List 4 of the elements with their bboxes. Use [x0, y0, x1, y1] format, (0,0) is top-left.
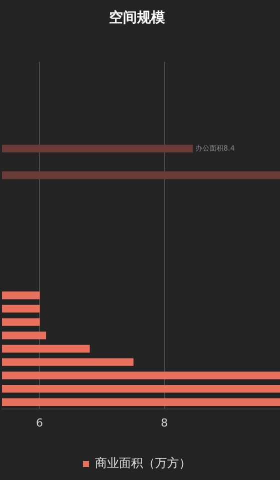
legend-label: 商业面积（万方）: [95, 456, 191, 470]
x-tick-label: 8: [160, 416, 168, 430]
chart-title: 空间规模: [109, 9, 166, 26]
x-tick-label: 6: [36, 416, 43, 430]
